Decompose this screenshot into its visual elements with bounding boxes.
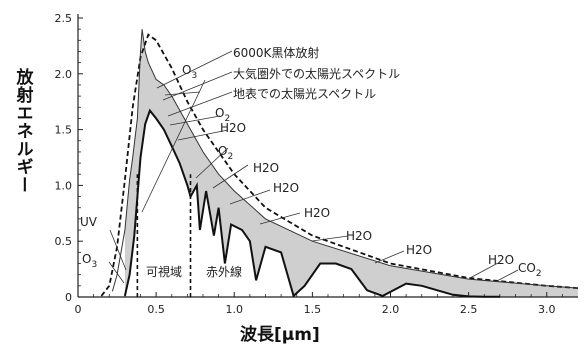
leader-line-1 bbox=[108, 261, 125, 284]
absorber-label: H2O bbox=[488, 253, 514, 267]
y-tick-label: 0 bbox=[65, 291, 72, 304]
leader-line-8 bbox=[229, 189, 271, 205]
leader-line-0 bbox=[109, 229, 127, 271]
region-label-0: UV bbox=[80, 215, 98, 229]
series-label-0: 6000K黒体放射 bbox=[233, 45, 319, 60]
series-label-1: 大気圏外での太陽光スペクトル bbox=[233, 66, 400, 81]
leader-line-2 bbox=[141, 79, 206, 213]
leader-line-6 bbox=[195, 147, 229, 179]
leader-line-4 bbox=[169, 115, 221, 126]
absorber-label: H2O bbox=[304, 206, 330, 220]
absorber-label: CO2 bbox=[518, 261, 542, 279]
y-axis-title: 放射エネルギー bbox=[12, 68, 33, 194]
leader-line-16 bbox=[167, 91, 233, 117]
leader-line-15 bbox=[162, 71, 233, 101]
absorber-label: H2O bbox=[273, 181, 299, 195]
leader-line-14 bbox=[156, 50, 233, 89]
series-label-2: 地表での太陽光スペクトル bbox=[233, 86, 376, 101]
leader-line-10 bbox=[311, 235, 349, 242]
leader-line-7 bbox=[212, 164, 249, 189]
leader-line-9 bbox=[259, 212, 301, 225]
leader-line-11 bbox=[374, 250, 405, 264]
y-tick-label: 2.0 bbox=[55, 68, 73, 81]
y-tick-label: 2.5 bbox=[55, 12, 73, 25]
y-tick-label: 1.0 bbox=[55, 179, 73, 192]
absorber-label: O2 bbox=[218, 144, 233, 162]
region-label-2: 赤外線 bbox=[206, 264, 242, 279]
leader-line-5 bbox=[177, 129, 229, 141]
series-line-0 bbox=[100, 33, 579, 297]
x-axis-title: 波長[μm] bbox=[240, 325, 320, 345]
x-tick-label: 3.0 bbox=[538, 303, 556, 316]
y-axis-title-wrap: 放射エネルギー bbox=[8, 68, 38, 258]
absorber-label: O3 bbox=[82, 252, 97, 270]
y-tick-label: 1.5 bbox=[55, 124, 73, 137]
region-label-1: 可視域 bbox=[146, 264, 182, 279]
leader-line-12 bbox=[469, 262, 499, 279]
x-tick-label: 0.5 bbox=[147, 303, 165, 316]
x-tick-label: 2.5 bbox=[460, 303, 478, 316]
y-tick-label: 0.5 bbox=[55, 235, 73, 248]
x-tick-label: 0 bbox=[75, 303, 82, 316]
absorber-label: O3 bbox=[182, 63, 197, 81]
x-tick-label: 1.5 bbox=[304, 303, 322, 316]
x-tick-label: 2.0 bbox=[382, 303, 400, 316]
x-tick-label: 1.0 bbox=[226, 303, 244, 316]
axes: 0 0.5 1.0 1.5 2.0 2.5 3.0 0 0.5 1.0 1.5 2.0 2.5 bbox=[55, 12, 578, 316]
series-line-2 bbox=[123, 108, 500, 298]
absorber-label: H2O bbox=[253, 161, 279, 175]
leader-lines bbox=[108, 50, 519, 284]
absorber-label: H2O bbox=[406, 243, 432, 257]
absorber-label: O2 bbox=[215, 106, 230, 124]
absorber-label: H2O bbox=[220, 121, 246, 135]
absorber-label: H2O bbox=[346, 229, 372, 243]
leader-line-3 bbox=[164, 91, 201, 96]
leader-line-13 bbox=[496, 269, 519, 282]
